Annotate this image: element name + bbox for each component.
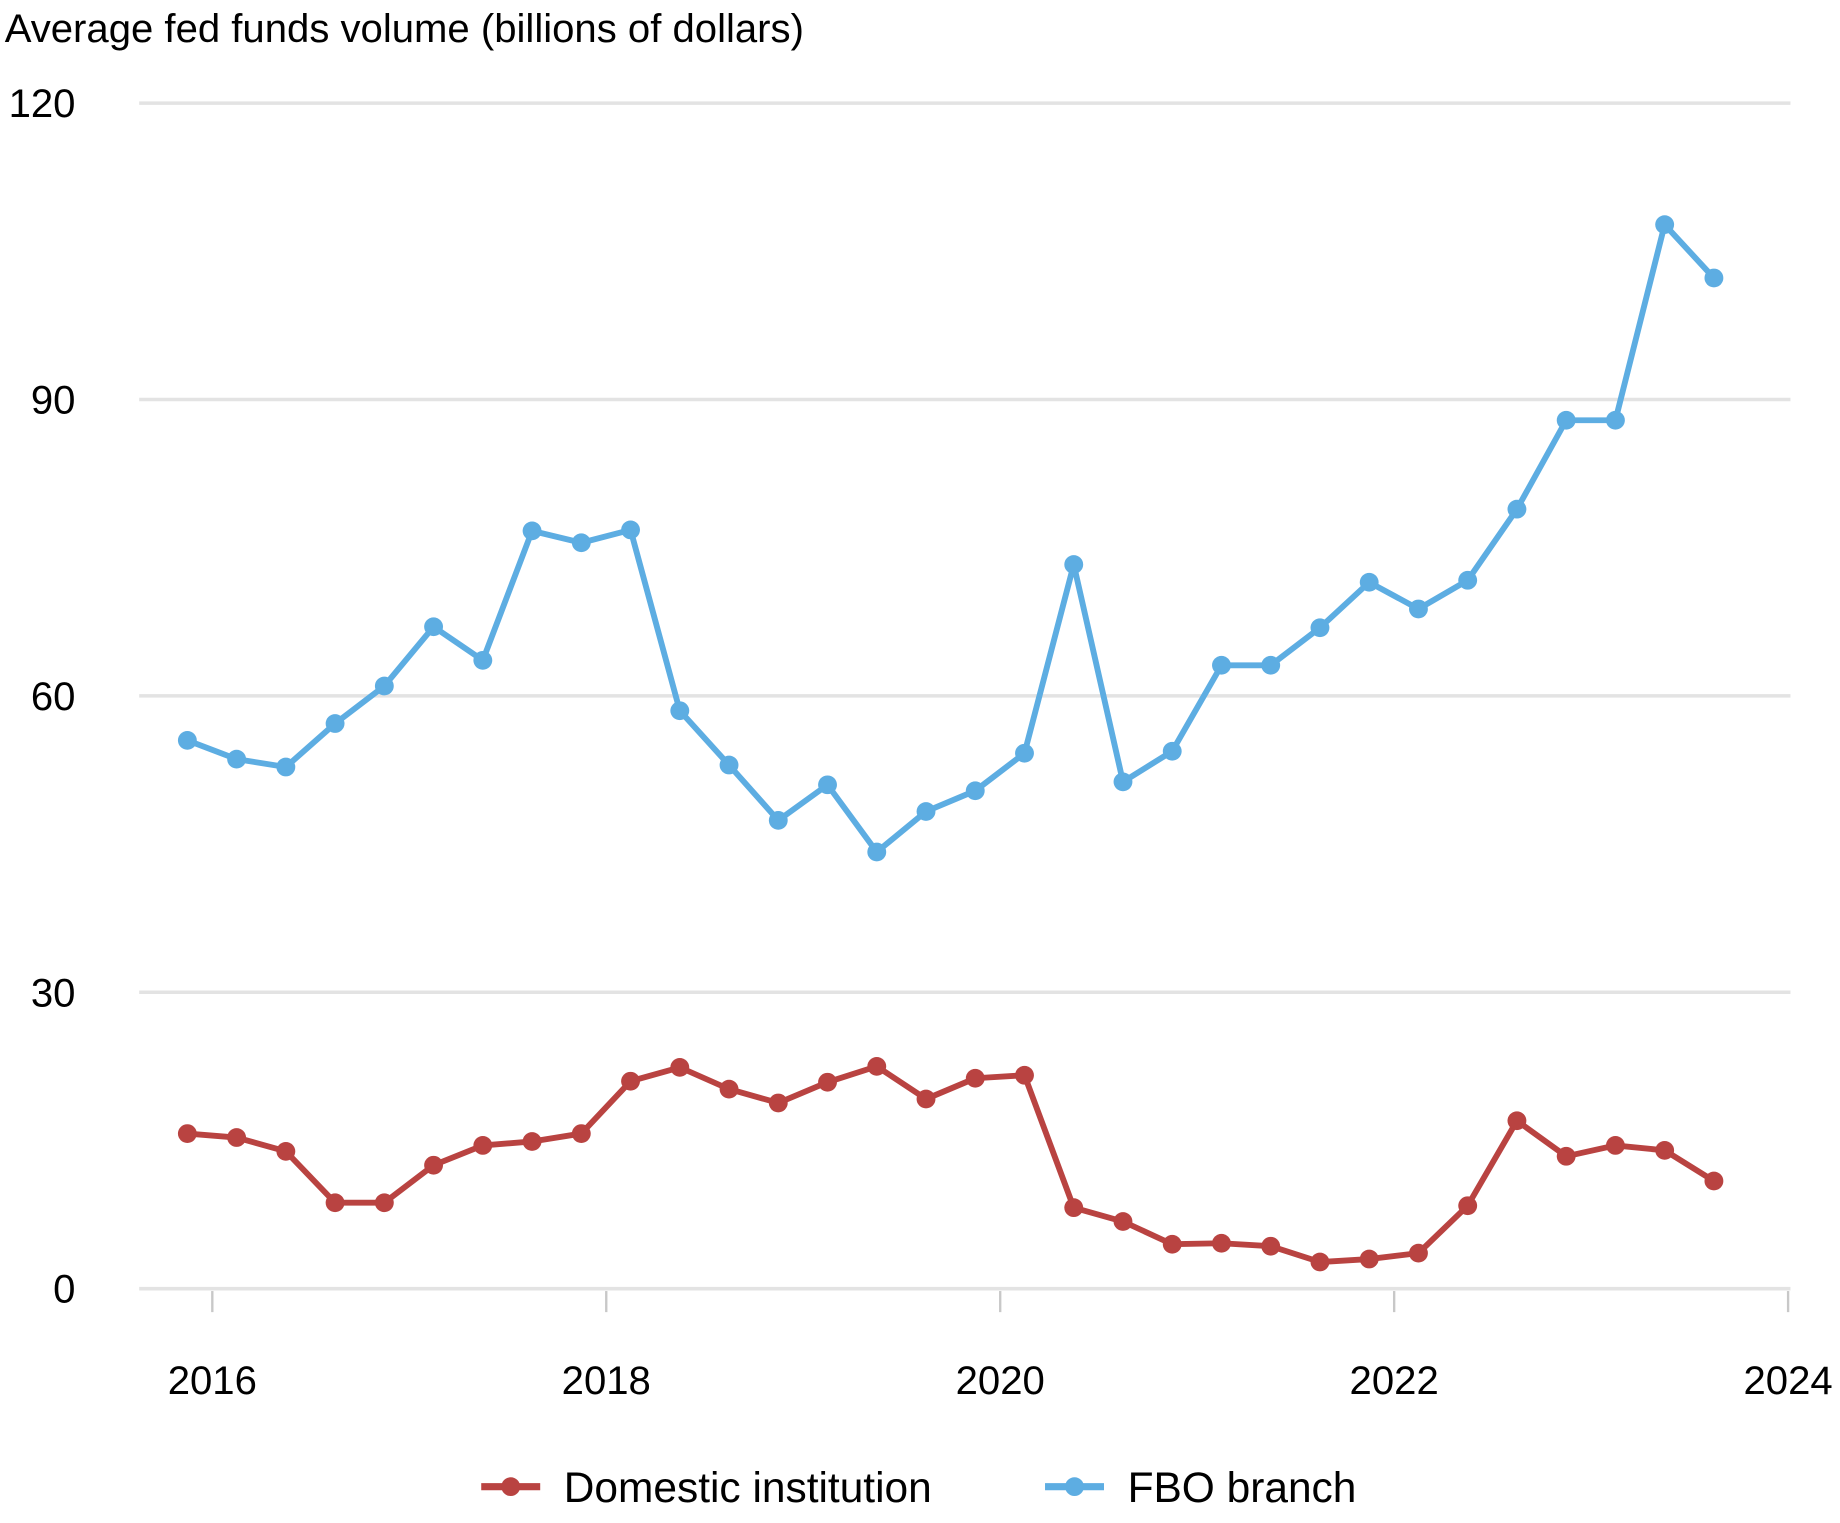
y-tick-label: 0 (53, 1268, 75, 1312)
data-point (818, 775, 837, 795)
data-point (768, 1093, 788, 1113)
data-point (1655, 215, 1675, 234)
data-point (227, 749, 247, 769)
y-tick-label: 30 (31, 971, 76, 1015)
data-point (1556, 1146, 1576, 1166)
data-point (1113, 772, 1133, 792)
legend-marker (501, 1477, 521, 1497)
data-point (1605, 410, 1625, 430)
data-point (1359, 1249, 1379, 1269)
data-point (1458, 1196, 1478, 1216)
chart-title: Average fed funds volume (billions of do… (5, 7, 804, 51)
x-tick-label: 2020 (956, 1359, 1045, 1403)
data-point (1605, 1136, 1625, 1155)
y-tick-label: 120 (9, 82, 76, 126)
legend-label: Domestic institution (564, 1464, 932, 1511)
data-point (719, 755, 739, 775)
data-point (374, 676, 394, 696)
data-point (768, 811, 788, 830)
y-tick-label: 90 (31, 379, 76, 423)
series-fbo-branch (177, 215, 1724, 862)
data-point (621, 1071, 640, 1091)
data-point (227, 1128, 247, 1147)
data-point (867, 842, 887, 862)
data-point (621, 520, 640, 540)
data-point (1162, 741, 1182, 761)
x-tick-label: 2022 (1350, 1359, 1439, 1403)
legend-item: FBO branch (1045, 1464, 1356, 1511)
data-point (670, 1058, 690, 1077)
data-point (1556, 410, 1576, 430)
data-point (1409, 599, 1428, 619)
data-point (1655, 1141, 1675, 1160)
data-point (1310, 618, 1330, 638)
x-tick-label: 2016 (168, 1359, 257, 1403)
data-point (818, 1072, 837, 1092)
data-point (1458, 570, 1478, 590)
data-point (1359, 572, 1379, 592)
data-point (276, 757, 296, 777)
data-point (1212, 1233, 1231, 1253)
data-point (325, 714, 345, 733)
data-point (473, 1136, 493, 1155)
x-tick-label: 2018 (562, 1359, 651, 1403)
data-point (424, 1155, 444, 1175)
series-line (187, 1063, 1716, 1265)
data-point (522, 1132, 542, 1151)
data-point (1162, 1234, 1182, 1254)
data-point (1310, 1252, 1330, 1272)
data-point (571, 1124, 591, 1143)
legend-marker (1065, 1477, 1084, 1497)
data-point (522, 521, 542, 541)
data-point (1212, 655, 1231, 675)
data-point (1704, 268, 1724, 288)
x-tick-label: 2024 (1744, 1359, 1833, 1403)
data-point (1064, 555, 1084, 574)
data-point (1507, 1111, 1527, 1131)
data-point (1704, 1171, 1724, 1191)
data-point (867, 1057, 887, 1076)
data-point (276, 1141, 296, 1161)
data-point (916, 1089, 936, 1109)
data-point (1507, 499, 1527, 519)
data-point (424, 617, 444, 637)
data-point (177, 730, 197, 750)
data-point (965, 1068, 985, 1088)
data-point (1064, 1198, 1084, 1218)
series-domestic-institution (177, 1057, 1724, 1272)
data-point (1015, 1065, 1034, 1085)
data-point (473, 650, 493, 670)
data-point (177, 1124, 197, 1143)
data-point (1015, 743, 1034, 763)
data-point (374, 1193, 394, 1213)
data-point (719, 1079, 739, 1099)
data-point (1261, 655, 1281, 675)
series-line (186, 221, 1717, 855)
data-point (571, 533, 591, 553)
data-point (1113, 1212, 1133, 1231)
data-point (1409, 1243, 1428, 1263)
legend-label: FBO branch (1128, 1464, 1357, 1511)
data-point (916, 802, 936, 821)
data-point (1261, 1236, 1281, 1256)
data-point (965, 781, 985, 801)
data-point (325, 1193, 345, 1213)
y-tick-label: 60 (31, 675, 76, 719)
data-point (670, 701, 690, 721)
legend-item: Domestic institution (481, 1464, 932, 1511)
